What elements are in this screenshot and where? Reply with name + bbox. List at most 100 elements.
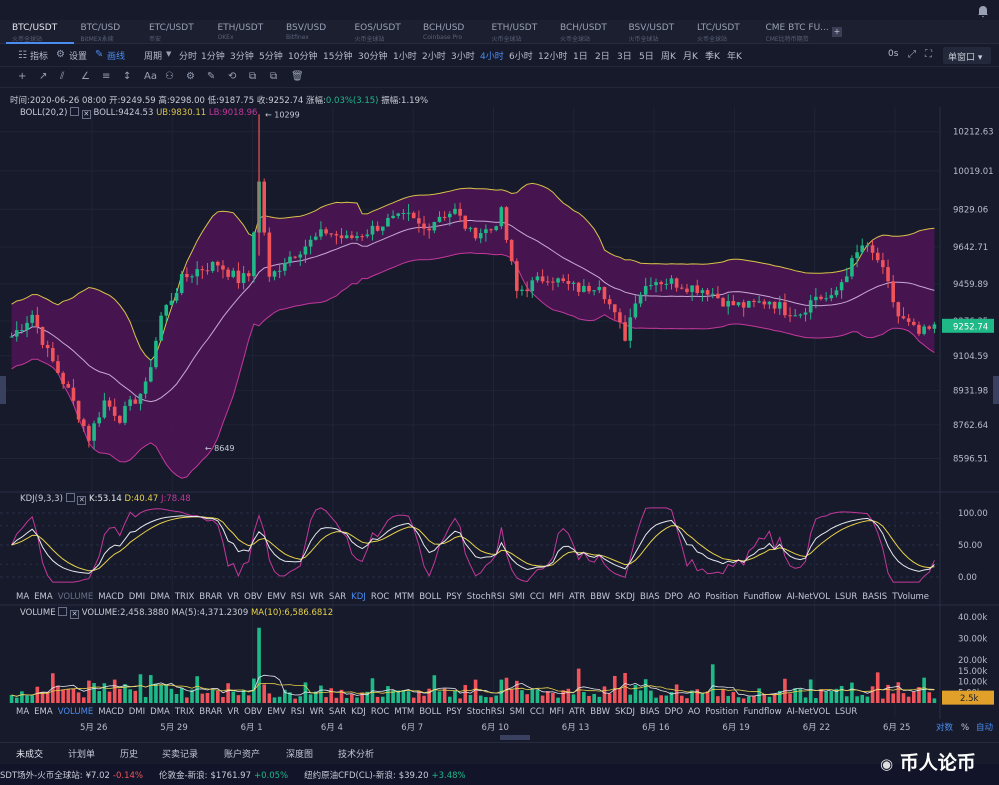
interval-1[interactable]: 1分钟 bbox=[201, 52, 225, 62]
bottom-tab-2[interactable]: 历史 bbox=[120, 750, 139, 760]
indicator-cci[interactable]: CCI bbox=[529, 707, 545, 717]
interval-11[interactable]: 6小时 bbox=[509, 52, 533, 62]
draw-tool-12-icon[interactable]: ⧉ bbox=[270, 71, 278, 82]
indicator-sar[interactable]: SAR bbox=[328, 592, 347, 602]
indicator-lsur[interactable]: LSUR bbox=[834, 707, 858, 717]
volume-close-icon[interactable]: ✕ bbox=[70, 610, 79, 619]
scale-option[interactable]: 自动 bbox=[976, 722, 994, 733]
tab-7[interactable]: ETH/USDT 火币全球站 bbox=[486, 20, 554, 44]
indicator-psy[interactable]: PSY bbox=[446, 707, 462, 717]
draw-tool-3-icon[interactable]: ∠ bbox=[81, 71, 90, 82]
right-collapse-handle[interactable] bbox=[993, 376, 999, 404]
add-tab-icon[interactable]: + bbox=[832, 27, 842, 37]
indicator-wr[interactable]: WR bbox=[309, 592, 324, 602]
indicator-vr[interactable]: VR bbox=[227, 707, 240, 717]
indicator-button[interactable]: 指标 bbox=[30, 52, 49, 62]
indicator-fundflow[interactable]: Fundflow bbox=[743, 592, 782, 602]
indicator-dma[interactable]: DMA bbox=[150, 592, 170, 602]
bottom-tab-1[interactable]: 计划单 bbox=[68, 750, 96, 760]
interval-16[interactable]: 5日 bbox=[639, 52, 654, 62]
draw-tool-5-icon[interactable]: ↕ bbox=[123, 71, 132, 82]
interval-17[interactable]: 周K bbox=[661, 52, 676, 62]
scale-option[interactable]: 对数 bbox=[936, 722, 954, 733]
indicator-boll[interactable]: BOLL bbox=[419, 592, 442, 602]
indicator-mfi[interactable]: MFI bbox=[549, 707, 564, 717]
indicator-volume[interactable]: VOLUME bbox=[57, 707, 94, 717]
indicator-atr[interactable]: ATR bbox=[568, 707, 586, 717]
interval-13[interactable]: 1日 bbox=[573, 52, 588, 62]
interval-19[interactable]: 季K bbox=[705, 52, 720, 62]
indicator-bbw[interactable]: BBW bbox=[590, 592, 611, 602]
scroll-handle[interactable] bbox=[500, 735, 530, 740]
bottom-tab-4[interactable]: 账户资产 bbox=[224, 750, 261, 760]
indicator-mtm[interactable]: MTM bbox=[394, 592, 415, 602]
scale-option[interactable]: % bbox=[961, 723, 969, 733]
interval-9[interactable]: 3小时 bbox=[451, 52, 475, 62]
indicator-atr[interactable]: ATR bbox=[568, 592, 586, 602]
draw-tool-11-icon[interactable]: ⧉ bbox=[249, 71, 257, 82]
tab-6[interactable]: BCH/USD Coinbase Pro bbox=[417, 20, 485, 44]
draw-tool-6-icon[interactable]: Aa bbox=[144, 71, 157, 82]
indicator-rsi[interactable]: RSI bbox=[290, 592, 305, 602]
interval-18[interactable]: 月K bbox=[683, 52, 698, 62]
indicator-ma[interactable]: MA bbox=[16, 592, 30, 602]
period-select[interactable]: 周期 bbox=[144, 52, 163, 62]
draw-tool-9-icon[interactable]: ✎ bbox=[207, 71, 216, 82]
interval-4[interactable]: 10分钟 bbox=[288, 52, 318, 62]
volume-settings-icon[interactable] bbox=[58, 607, 68, 616]
settings-button[interactable]: 设置 bbox=[69, 52, 88, 62]
indicator-sar[interactable]: SAR bbox=[328, 707, 347, 717]
indicator-mfi[interactable]: MFI bbox=[549, 592, 564, 602]
tab-8[interactable]: BCH/USDT 火币全球站 bbox=[554, 20, 622, 44]
indicator-bias[interactable]: BIAS bbox=[640, 592, 660, 602]
indicator-kdj[interactable]: KDJ bbox=[351, 592, 366, 602]
draw-tool-13-icon[interactable]: 🗑 bbox=[291, 71, 304, 82]
draw-tool-1-icon[interactable]: ↗ bbox=[39, 71, 48, 82]
interval-7[interactable]: 1小时 bbox=[393, 52, 417, 62]
indicator-ao[interactable]: AO bbox=[687, 707, 701, 717]
interval-10[interactable]: 4小时 bbox=[480, 52, 504, 62]
indicator-mtm[interactable]: MTM bbox=[394, 707, 415, 717]
bottom-tab-3[interactable]: 买卖记录 bbox=[162, 750, 199, 760]
interval-20[interactable]: 年K bbox=[727, 52, 742, 62]
boll-close-icon[interactable]: ✕ bbox=[81, 110, 91, 119]
indicator-obv[interactable]: OBV bbox=[244, 707, 263, 717]
interval-12[interactable]: 12小时 bbox=[538, 52, 568, 62]
interval-6[interactable]: 30分钟 bbox=[358, 52, 388, 62]
indicator-skdj[interactable]: SKDJ bbox=[615, 707, 636, 717]
chevron-down-icon[interactable]: ▼ bbox=[166, 50, 172, 58]
indicator-obv[interactable]: OBV bbox=[244, 592, 263, 602]
indicator-macd[interactable]: MACD bbox=[98, 592, 124, 602]
tab-3[interactable]: ETH/USDT OKEx bbox=[212, 20, 280, 44]
draw-tool-4-icon[interactable]: ≡ bbox=[102, 71, 111, 82]
kdj-close-icon[interactable]: ✕ bbox=[77, 496, 87, 505]
tab-5[interactable]: EOS/USDT 火币全球站 bbox=[349, 20, 417, 44]
bottom-tab-0[interactable]: 未成交 bbox=[16, 750, 44, 760]
indicator-wr[interactable]: WR bbox=[309, 707, 324, 717]
indicator-fundflow[interactable]: Fundflow bbox=[743, 707, 782, 717]
indicator-psy[interactable]: PSY bbox=[446, 592, 462, 602]
indicator-lsur[interactable]: LSUR bbox=[834, 592, 858, 602]
indicator-vr[interactable]: VR bbox=[227, 592, 240, 602]
indicator-ai-netvol[interactable]: AI-NetVOL bbox=[786, 707, 830, 717]
indicator-kdj[interactable]: KDJ bbox=[351, 707, 366, 717]
tab-2[interactable]: ETC/USDT 币安 bbox=[143, 20, 211, 44]
indicator-smi[interactable]: SMI bbox=[509, 592, 525, 602]
kdj-settings-icon[interactable] bbox=[65, 493, 75, 502]
indicator-volume[interactable]: VOLUME bbox=[57, 592, 94, 602]
indicator-ao[interactable]: AO bbox=[687, 592, 701, 602]
indicator-ma[interactable]: MA bbox=[16, 707, 30, 717]
tab-10[interactable]: LTC/USDT 火币全球站 bbox=[691, 20, 759, 44]
kline-chart[interactable]: 100.00 50.00 0.00 40.00k 30.00k 20.00k15.00k… bbox=[0, 89, 999, 742]
fullscreen-icon[interactable]: ⛶ bbox=[925, 49, 932, 60]
indicator-brar[interactable]: BRAR bbox=[199, 707, 223, 717]
tab-0[interactable]: BTC/USDT 火币全球站 bbox=[6, 20, 74, 44]
indicator-ema[interactable]: EMA bbox=[34, 592, 53, 602]
indicator-macd[interactable]: MACD bbox=[98, 707, 124, 717]
indicator-roc[interactable]: ROC bbox=[370, 707, 390, 717]
indicator-skdj[interactable]: SKDJ bbox=[615, 592, 636, 602]
draw-tool-0-icon[interactable]: + bbox=[18, 71, 27, 82]
indicator-trix[interactable]: TRIX bbox=[174, 592, 195, 602]
ticker-item[interactable]: 伦敦金-新浪: $1761.97 +0.05% bbox=[159, 771, 291, 781]
indicator-dmi[interactable]: DMI bbox=[128, 707, 146, 717]
